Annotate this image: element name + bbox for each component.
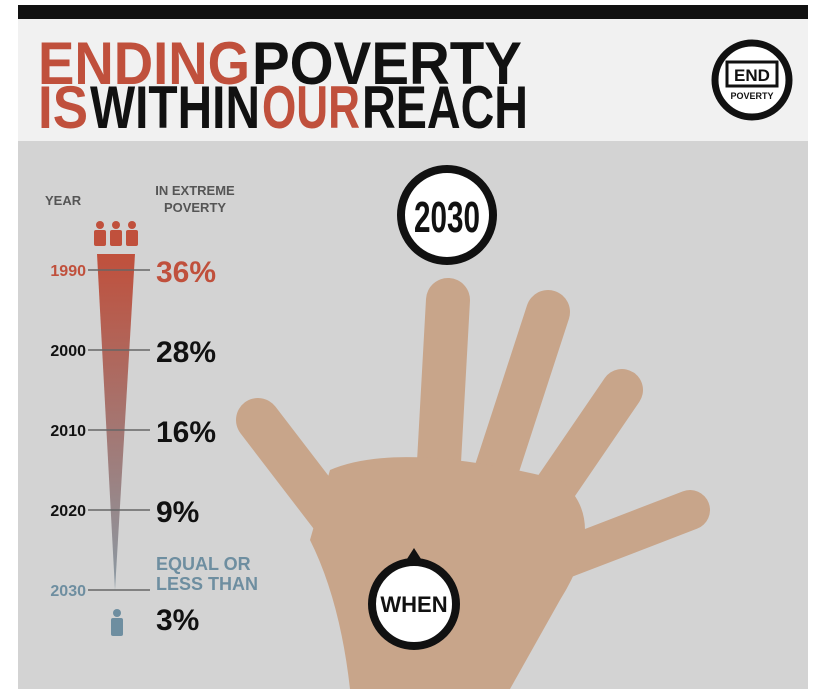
year-label: 2020: [50, 503, 86, 520]
title-word: WITHIN: [90, 74, 260, 141]
value-label: 3%: [156, 604, 199, 637]
title-word: IS: [38, 74, 88, 141]
title-word: OUR: [262, 74, 360, 141]
note-label: EQUAL OR: [156, 554, 251, 574]
year-label: 2000: [50, 343, 86, 360]
target-year: 2030: [414, 193, 480, 242]
value-label: 9%: [156, 496, 199, 529]
poverty-heading: IN EXTREME: [155, 183, 235, 198]
note-label: LESS THAN: [156, 574, 258, 594]
value-label: 16%: [156, 416, 216, 449]
year-label: 2010: [50, 423, 86, 440]
year-heading: YEAR: [45, 193, 82, 208]
target-badge: 2030: [401, 169, 493, 261]
infographic: ENDING POVERTY IS WITHIN OUR REACH END P…: [0, 0, 813, 689]
title: ENDING POVERTY IS WITHIN OUR REACH: [38, 30, 528, 141]
year-label: 1990: [50, 263, 86, 280]
year-label: 2030: [50, 583, 86, 600]
logo: END POVERTY: [715, 43, 789, 117]
value-label: 36%: [156, 256, 216, 289]
title-word: REACH: [362, 74, 528, 141]
when-label: WHEN: [380, 592, 447, 617]
logo-text: END: [734, 66, 770, 85]
poverty-heading: POVERTY: [164, 200, 226, 215]
logo-text: POVERTY: [730, 91, 773, 101]
value-label: 28%: [156, 336, 216, 369]
top-bar: [18, 5, 808, 19]
people-icon: [94, 221, 138, 246]
